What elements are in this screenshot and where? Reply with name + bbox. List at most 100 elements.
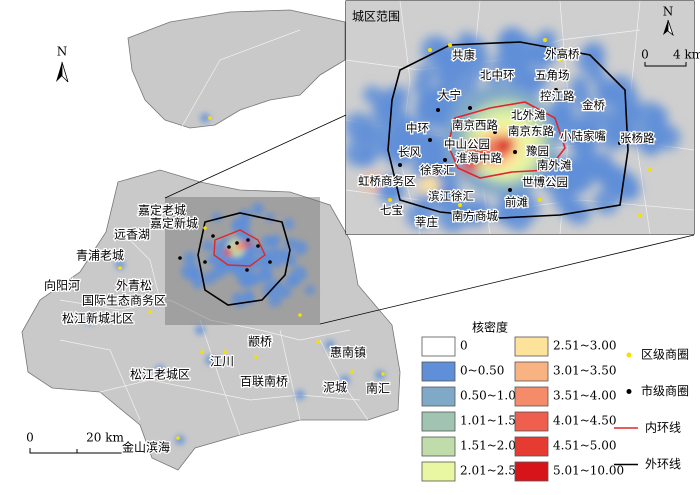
centre [200, 350, 204, 354]
density-blob [437, 202, 468, 233]
place-label: 外高桥 [545, 47, 580, 61]
place-label: 百联南桥 [240, 374, 288, 389]
place-label: 北外滩 [511, 108, 546, 122]
density-blob [486, 70, 505, 89]
north-label: N [57, 45, 68, 59]
centre [256, 244, 260, 248]
legend-swatch [421, 436, 456, 457]
density-blob [550, 184, 574, 208]
place-label: 徐家汇 [420, 163, 455, 177]
centre [513, 150, 517, 154]
scale-bar [644, 62, 687, 67]
inset-outer-ring [387, 41, 629, 219]
density-blob [205, 355, 215, 365]
density-blob [416, 129, 436, 149]
inset-inner-ring [447, 101, 566, 179]
density-blob [346, 112, 374, 142]
density-blob [244, 275, 254, 284]
density-blob [271, 258, 283, 269]
legend-label: 0.50~1.00 [460, 389, 524, 403]
place-label: 南外滩 [537, 158, 572, 172]
centre [638, 213, 642, 217]
centre [468, 106, 472, 110]
legend-label: 3.01~3.50 [553, 364, 617, 378]
centre [493, 130, 497, 134]
inset-labels: 共康 外高桥 北中环 五角场 大宁 控江路 金桥 北外滩 南京西路 南京东路 小… [357, 46, 656, 231]
legend-label: 市级商圈 [641, 383, 689, 398]
density-blob [251, 259, 261, 269]
centre [508, 188, 512, 192]
centre [203, 260, 207, 264]
density-blob [365, 137, 387, 159]
north-label: N [663, 5, 674, 19]
legend-label: 1.01~1.50 [460, 414, 524, 428]
north-arrow [663, 20, 668, 35]
legend-label: 外环线 [645, 457, 681, 471]
place-label: 江川 [210, 355, 234, 369]
density-blob [253, 245, 262, 254]
legend-label: 3.51~4.00 [553, 389, 617, 403]
place-label: 青浦老城 [76, 249, 124, 263]
legend-swatch [421, 411, 456, 432]
density-blob [346, 139, 372, 167]
centre [246, 238, 250, 242]
density-blob [642, 134, 661, 153]
legend-swatch [421, 336, 456, 357]
centre [176, 436, 180, 440]
scale-label: 4 km [673, 48, 700, 62]
density-blob [191, 276, 205, 289]
place-label: 南方商城 [452, 209, 498, 223]
place-label: 国际生态商务区 [82, 293, 166, 308]
centre [148, 310, 152, 314]
density-blob [85, 315, 95, 325]
density-blob [420, 175, 440, 195]
inset-title: 城区范围 [352, 10, 400, 24]
density-blob [239, 208, 252, 221]
place-label: 控江路 [540, 89, 575, 103]
north-arrow [56, 62, 62, 82]
density-blob [295, 390, 305, 400]
centre [178, 256, 182, 260]
density-blob [268, 279, 284, 295]
place-label: 向阳河 [44, 278, 80, 293]
density-blob [508, 33, 536, 61]
density-blob [325, 340, 335, 350]
density-blob [244, 248, 256, 261]
north-arrow [667, 19, 674, 37]
centre [538, 198, 542, 202]
legend-swatch [421, 386, 456, 407]
centre [443, 158, 447, 162]
inner-ring [213, 229, 266, 267]
place-label: 惠南镇 [330, 345, 366, 360]
place-label: 泥城 [323, 381, 347, 395]
density-blob [364, 174, 380, 190]
centre [554, 88, 558, 92]
centre [268, 260, 272, 264]
place-label: 嘉定老城 [138, 203, 186, 218]
legend-swatch [514, 436, 549, 457]
density-blob [155, 365, 165, 375]
centre [598, 103, 602, 107]
density-blob [212, 265, 226, 279]
place-label: 淮海中路 [456, 151, 502, 165]
legend-swatch [514, 336, 549, 357]
place-label: 虹桥商务区 [358, 174, 416, 188]
density-blob [289, 277, 300, 288]
centre [208, 116, 212, 120]
scale-label: 0 [26, 431, 34, 445]
place-label: 张杨路 [620, 131, 655, 145]
centre [468, 158, 472, 162]
legend-label: 内环线 [645, 421, 681, 435]
centres [118, 116, 385, 440]
density-blob [231, 292, 247, 308]
legend-swatch [421, 461, 456, 482]
main-map: N 0 20 km 嘉定老城 远香湖 嘉定新城 青浦老城 向阳河 外青松 国际生… [21, 9, 695, 471]
place-label: 莘庄 [415, 215, 438, 229]
density-blob [411, 152, 439, 181]
density-blob [269, 234, 281, 246]
centre [227, 245, 231, 249]
place-label: 小陆家嘴 [560, 129, 606, 143]
density-blob [195, 325, 205, 335]
place-label: 南京东路 [508, 124, 554, 138]
density-blob [340, 375, 350, 385]
